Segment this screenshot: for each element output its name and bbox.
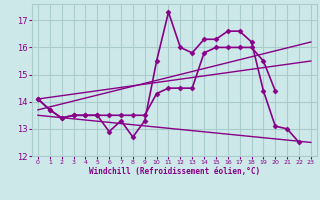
X-axis label: Windchill (Refroidissement éolien,°C): Windchill (Refroidissement éolien,°C) xyxy=(89,167,260,176)
